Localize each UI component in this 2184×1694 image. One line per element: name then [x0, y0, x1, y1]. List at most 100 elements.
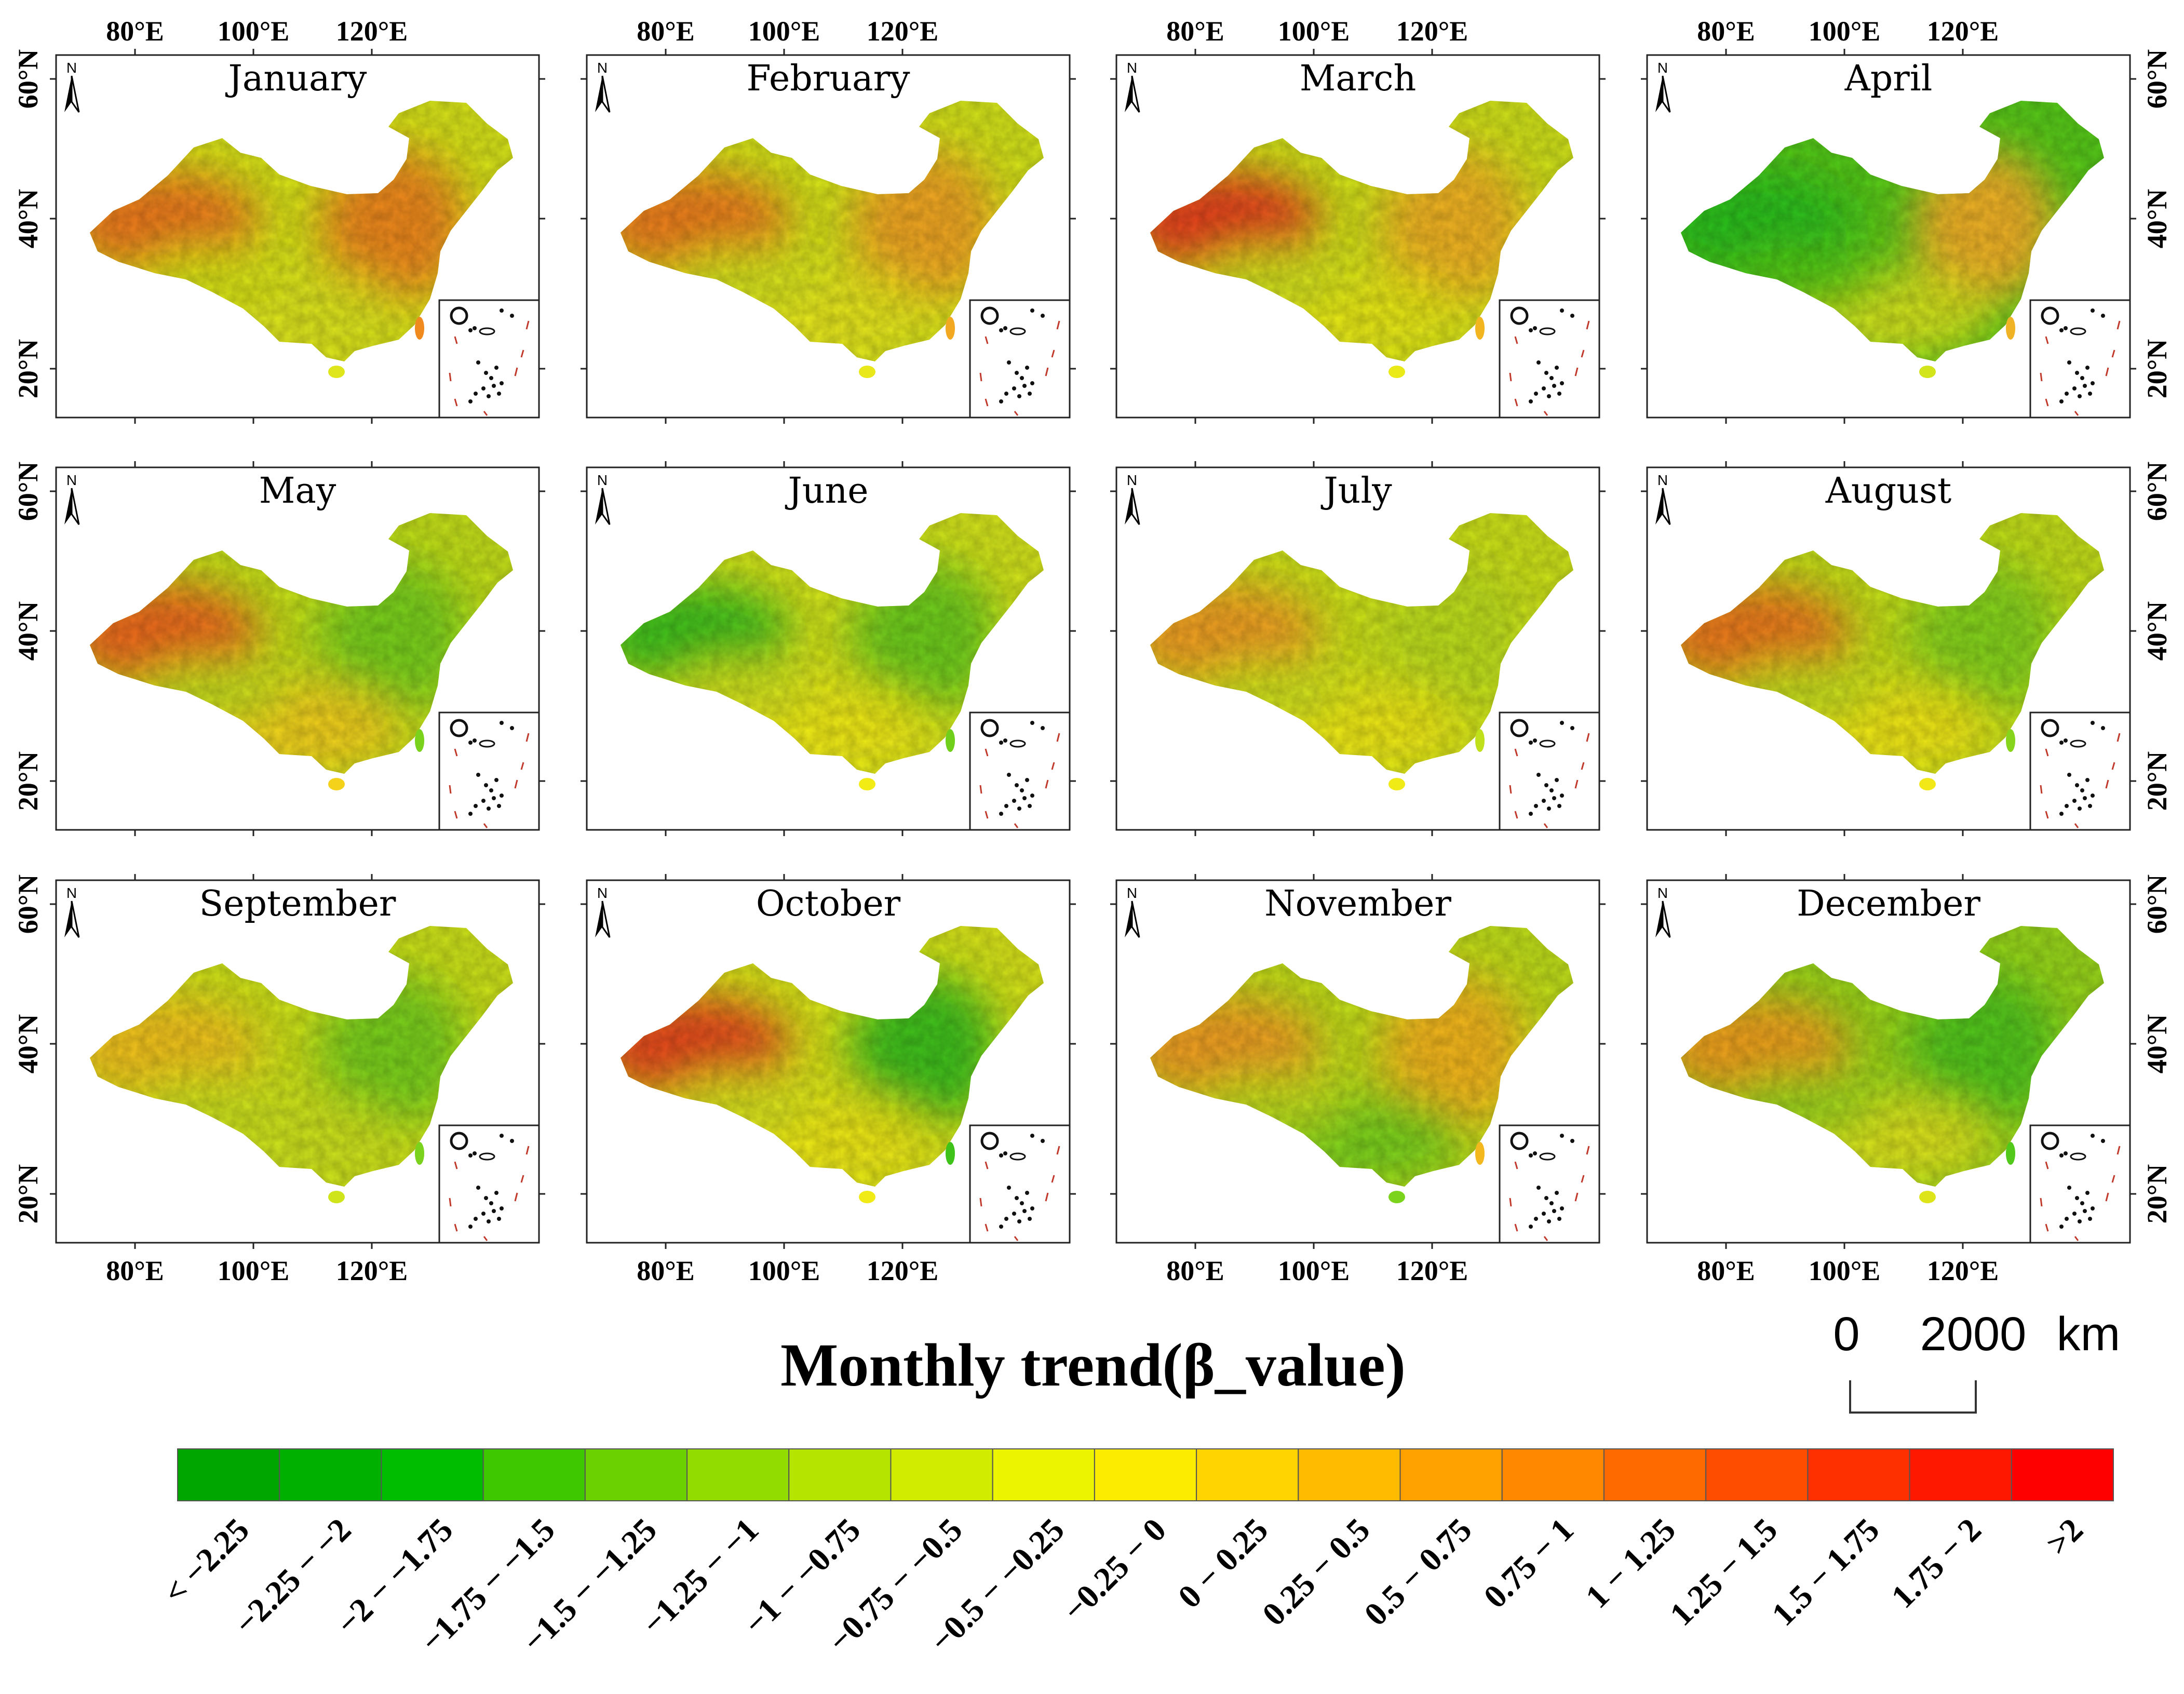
panel-title: October: [756, 883, 901, 924]
south-china-sea-inset: [2029, 1124, 2131, 1244]
hainan-island: [328, 1191, 345, 1203]
lon-tick-label: 100°E: [748, 1255, 820, 1286]
south-china-sea-inset: [438, 1124, 540, 1244]
north-arrow-icon: N: [1655, 60, 1671, 113]
scale-bar-end-label: 2000: [1920, 1308, 2027, 1361]
lon-tick-label: 120°E: [1396, 1255, 1468, 1286]
north-arrow-label: N: [1127, 885, 1137, 901]
lat-tick-label: 60°N: [2141, 875, 2173, 934]
north-arrow-label: N: [1657, 472, 1668, 488]
lon-tick-label: 80°E: [106, 16, 164, 47]
hainan-island: [328, 366, 345, 378]
legend-label: −0.25 − 0: [1056, 1511, 1173, 1629]
south-china-sea-inset: [969, 299, 1071, 419]
legend-swatch: [1298, 1448, 1401, 1501]
north-arrow-label: N: [1657, 885, 1668, 901]
map-panel-may: N May 60°N 40°N 20°N: [12, 461, 545, 836]
lat-tick-label: 40°N: [12, 189, 44, 249]
south-china-sea-inset: [1499, 711, 1600, 831]
taiwan-island: [2006, 317, 2015, 340]
south-china-sea-inset: [969, 711, 1071, 831]
legend-title: Monthly trend(β_value): [780, 1331, 1406, 1399]
hainan-island: [1388, 1191, 1405, 1203]
lat-tick-label: 40°N: [2141, 189, 2173, 249]
lat-tick-label: 40°N: [12, 601, 44, 661]
lat-tick-label: 60°N: [12, 49, 44, 109]
map-panel-february: N February 80°E 100°E 120°E: [581, 16, 1076, 424]
scale-bar-start-label: 0: [1833, 1308, 1859, 1361]
taiwan-island: [946, 317, 955, 340]
north-arrow-label: N: [66, 60, 77, 76]
map-panel-august: N August 60°N 40°N 20°N: [1641, 461, 2173, 836]
map-panel-march: N March 80°E 100°E 120°E: [1110, 16, 1606, 424]
panel-title: August: [1825, 470, 1951, 512]
hainan-island: [859, 366, 875, 378]
north-arrow-icon: N: [1125, 60, 1140, 113]
north-arrow-icon: N: [1125, 885, 1140, 938]
taiwan-island: [2006, 729, 2015, 752]
scale-bar: 0 2000 km: [1833, 1308, 2121, 1414]
panel-title: June: [785, 470, 868, 512]
panel-title: May: [259, 470, 336, 512]
legend-swatch: [1603, 1448, 1707, 1501]
panel-title: November: [1264, 883, 1451, 924]
scale-bar-unit-label: km: [2057, 1308, 2121, 1361]
south-china-sea-inset: [438, 711, 540, 831]
taiwan-island: [415, 729, 424, 752]
lon-tick-label: 80°E: [637, 1255, 695, 1286]
hainan-island: [1919, 366, 1936, 378]
taiwan-island: [1475, 317, 1485, 340]
panel-title: September: [199, 883, 396, 924]
legend-swatch: [992, 1448, 1095, 1501]
hainan-island: [859, 1191, 875, 1203]
legend-swatch: [2011, 1448, 2114, 1501]
north-arrow-icon: N: [1125, 472, 1140, 525]
north-arrow-icon: N: [64, 60, 80, 113]
lon-tick-label: 120°E: [1396, 16, 1468, 47]
north-arrow-icon: N: [595, 472, 611, 525]
north-arrow-label: N: [1657, 60, 1668, 76]
lon-tick-label: 120°E: [867, 16, 939, 47]
taiwan-island: [946, 729, 955, 752]
lat-tick-label: 60°N: [12, 875, 44, 934]
lon-tick-label: 80°E: [1166, 16, 1224, 47]
lat-tick-label: 40°N: [2141, 601, 2173, 661]
lat-tick-label: 60°N: [2141, 49, 2173, 109]
legend-swatch: [381, 1448, 484, 1501]
legend-swatch: [279, 1448, 382, 1501]
lon-tick-label: 120°E: [1927, 1255, 1999, 1286]
lon-tick-label: 100°E: [748, 16, 820, 47]
map-panel-december: N December 80°E 100°E 120°E 60°N 40°N 20°N: [1641, 874, 2173, 1286]
legend-label: 0 − 0.25: [1171, 1511, 1275, 1615]
map-panel-april: N April 80°E 100°E 120°E 60°N 40°N 20°N: [1641, 16, 2173, 424]
color-legend: < −2.25−2.25 − −2−2 − −1.75−1.75 − −1.5−…: [156, 1448, 2114, 1660]
panel-title: March: [1300, 58, 1417, 99]
lon-tick-label: 100°E: [218, 1255, 290, 1286]
map-panel-september: N September 80°E 100°E 120°E 60°N 40°N 20°N: [12, 874, 545, 1286]
north-arrow-icon: N: [64, 472, 80, 525]
lon-tick-label: 120°E: [867, 1255, 939, 1286]
north-arrow-icon: N: [64, 885, 80, 938]
legend-label: 1.5 − 1.75: [1764, 1511, 1886, 1633]
lat-tick-label: 20°N: [2141, 339, 2173, 399]
lon-tick-label: 120°E: [336, 1255, 408, 1286]
lat-tick-label: 20°N: [12, 339, 44, 399]
map-panel-november: N November 80°E 100°E 120°E: [1110, 874, 1606, 1286]
map-panel-june: N June: [581, 461, 1076, 836]
legend-label: >2: [2039, 1511, 2090, 1563]
taiwan-island: [1475, 729, 1485, 752]
hainan-island: [859, 778, 875, 790]
north-arrow-icon: N: [595, 60, 611, 113]
north-arrow-label: N: [1127, 60, 1137, 76]
lon-tick-label: 120°E: [1927, 16, 1999, 47]
taiwan-island: [2006, 1142, 2015, 1165]
panel-title: December: [1797, 883, 1980, 924]
panel-title: July: [1320, 470, 1392, 512]
north-arrow-label: N: [597, 60, 608, 76]
legend-label: 0.25 − 0.5: [1255, 1511, 1377, 1633]
lon-tick-label: 80°E: [106, 1255, 164, 1286]
lon-tick-label: 80°E: [1166, 1255, 1224, 1286]
legend-swatch: [584, 1448, 688, 1501]
lat-tick-label: 20°N: [12, 1164, 44, 1224]
